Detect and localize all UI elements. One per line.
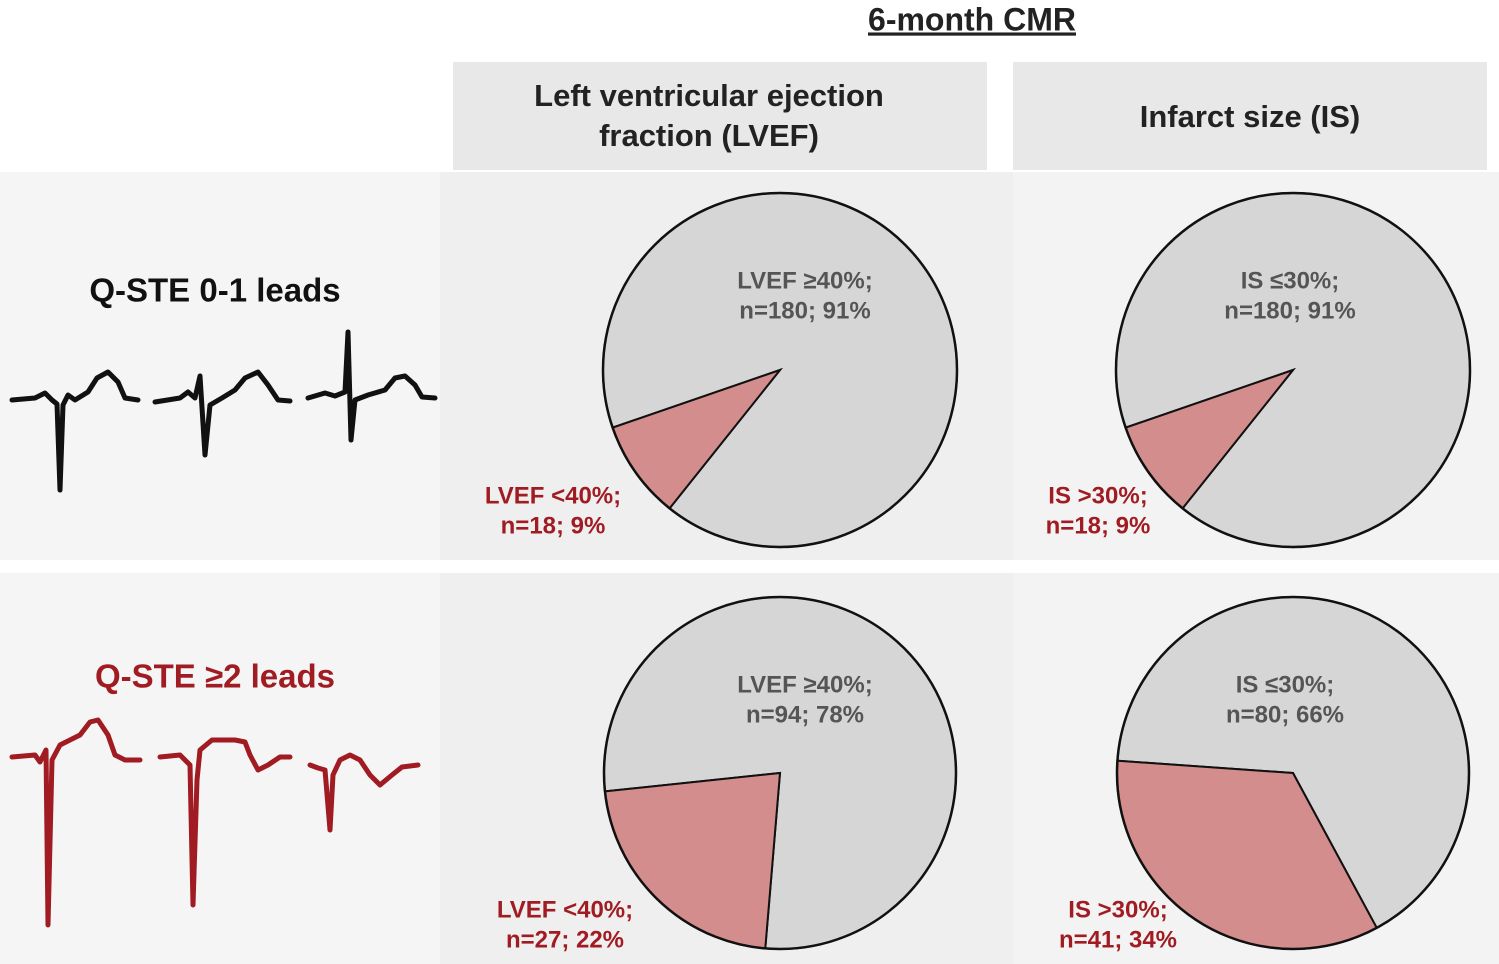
column-header: fraction (LVEF) — [599, 118, 819, 153]
pie-outline — [602, 595, 958, 951]
slice-label: LVEF ≥40%; — [737, 267, 872, 294]
slice-label: IS ≤30%; — [1236, 671, 1335, 698]
value-label: n=18; 9% — [1046, 512, 1151, 539]
slice-label: LVEF <40%; — [497, 896, 633, 923]
ecg-trace — [152, 369, 293, 458]
ecg-trace — [307, 752, 421, 833]
ecg-trace — [157, 737, 293, 908]
header-panel — [453, 62, 987, 170]
row-label: Q-STE 0-1 leads — [89, 272, 340, 309]
pie-outline — [1115, 595, 1471, 951]
value-label: n=80; 66% — [1226, 701, 1344, 728]
row-label: Q-STE ≥2 leads — [95, 658, 335, 695]
title: 6-month CMR — [868, 1, 1076, 37]
value-label: n=180; 91% — [1224, 297, 1355, 324]
ecg-trace — [9, 717, 143, 928]
column-header: Infarct size (IS) — [1140, 99, 1361, 134]
slice-label: IS >30%; — [1048, 482, 1147, 509]
ecg-trace — [305, 329, 438, 443]
column-header: Left ventricular ejection — [534, 78, 884, 113]
pie-outline — [1114, 191, 1472, 549]
row-panel — [0, 172, 440, 560]
ecg-trace — [9, 369, 141, 493]
slice-label: IS ≤30%; — [1241, 267, 1340, 294]
pie-outline — [601, 191, 959, 549]
value-label: n=27; 22% — [506, 926, 624, 953]
row-panel — [0, 573, 440, 964]
value-label: n=41; 34% — [1059, 926, 1177, 953]
value-label: n=94; 78% — [746, 701, 864, 728]
slice-label: LVEF ≥40%; — [737, 671, 872, 698]
slice-label: IS >30%; — [1068, 896, 1167, 923]
value-label: n=18; 9% — [501, 512, 606, 539]
header-panel — [1013, 62, 1487, 170]
slice-label: LVEF <40%; — [485, 482, 621, 509]
value-label: n=180; 91% — [739, 297, 870, 324]
ecg-traces — [9, 329, 438, 928]
